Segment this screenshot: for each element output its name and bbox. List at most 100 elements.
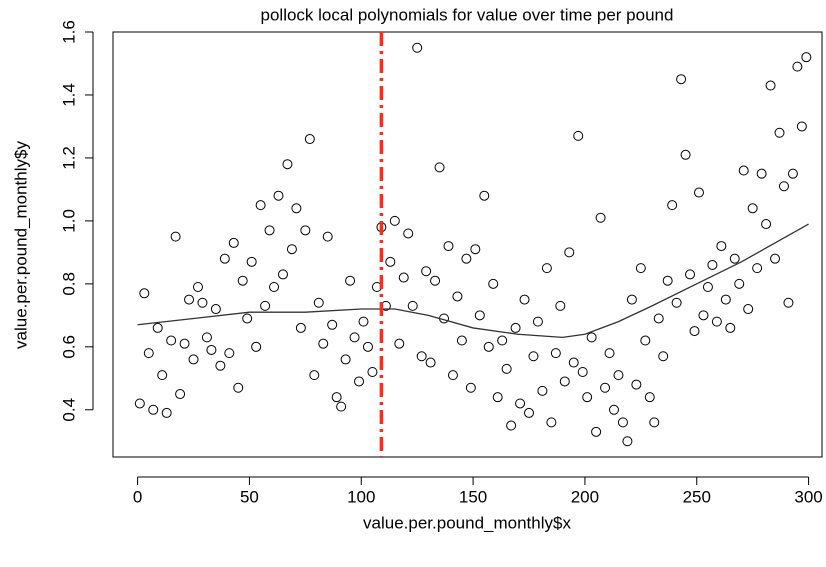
data-point bbox=[747, 203, 758, 214]
data-point bbox=[166, 335, 177, 346]
data-point bbox=[264, 225, 275, 236]
data-point bbox=[394, 338, 405, 349]
y-tick-label: 0.6 bbox=[59, 335, 78, 359]
data-point bbox=[550, 348, 561, 359]
data-point bbox=[260, 300, 271, 311]
data-point bbox=[778, 181, 789, 192]
data-point bbox=[626, 294, 637, 305]
data-point bbox=[269, 282, 280, 292]
data-point bbox=[559, 376, 570, 387]
data-point bbox=[179, 338, 190, 349]
y-tick-label: 0.4 bbox=[59, 398, 78, 422]
data-point bbox=[774, 127, 785, 138]
data-point bbox=[443, 241, 454, 252]
data-point bbox=[233, 382, 244, 393]
data-point bbox=[680, 149, 691, 160]
data-point bbox=[541, 263, 552, 274]
data-point bbox=[702, 282, 713, 292]
data-point bbox=[161, 407, 172, 418]
data-point bbox=[434, 162, 445, 173]
data-point bbox=[430, 275, 441, 286]
data-point bbox=[693, 187, 704, 198]
data-point bbox=[644, 392, 655, 403]
data-point bbox=[201, 332, 212, 343]
data-point bbox=[362, 341, 373, 352]
y-tick-label: 1.0 bbox=[59, 209, 78, 233]
x-tick-label: 50 bbox=[240, 487, 259, 506]
data-point bbox=[600, 382, 611, 393]
data-point bbox=[617, 417, 628, 428]
y-tick-label: 1.2 bbox=[59, 146, 78, 170]
data-point bbox=[519, 294, 530, 305]
data-point bbox=[354, 376, 365, 387]
data-point bbox=[734, 278, 745, 289]
x-tick-label: 200 bbox=[571, 487, 599, 506]
data-point bbox=[143, 348, 154, 359]
data-point bbox=[184, 294, 195, 305]
data-point bbox=[532, 316, 543, 327]
data-point bbox=[698, 310, 709, 321]
data-point bbox=[425, 357, 436, 368]
data-point bbox=[282, 159, 293, 170]
data-point bbox=[515, 398, 526, 409]
data-point bbox=[761, 219, 772, 230]
data-point bbox=[340, 354, 351, 365]
data-point bbox=[497, 335, 508, 346]
data-point bbox=[707, 259, 718, 270]
data-point bbox=[635, 263, 646, 274]
x-tick-label: 300 bbox=[794, 487, 822, 506]
data-point bbox=[291, 203, 302, 214]
x-tick-label: 250 bbox=[683, 487, 711, 506]
data-point bbox=[148, 404, 159, 415]
data-point bbox=[528, 351, 539, 362]
data-point bbox=[300, 225, 311, 236]
data-point bbox=[286, 244, 297, 255]
data-point bbox=[242, 313, 253, 324]
data-point bbox=[483, 341, 494, 352]
data-point bbox=[403, 228, 414, 239]
data-point bbox=[796, 121, 807, 132]
x-axis-label: value.per.pound_monthly$x bbox=[363, 513, 571, 532]
smooth-line bbox=[137, 223, 809, 339]
data-point bbox=[653, 313, 664, 324]
data-point bbox=[470, 244, 481, 255]
plot-box bbox=[112, 31, 823, 458]
data-point bbox=[224, 348, 235, 359]
data-point bbox=[327, 319, 338, 330]
data-point bbox=[667, 200, 678, 211]
data-point bbox=[792, 61, 803, 72]
data-point bbox=[725, 322, 736, 333]
y-tick-label: 0.8 bbox=[59, 272, 78, 296]
data-point bbox=[501, 363, 512, 374]
data-point bbox=[447, 370, 458, 381]
data-point bbox=[152, 322, 163, 333]
data-point bbox=[658, 351, 669, 362]
data-point bbox=[604, 348, 615, 359]
x-tick-label: 0 bbox=[133, 487, 142, 506]
data-point bbox=[787, 168, 798, 179]
data-point bbox=[367, 367, 378, 377]
data-point bbox=[461, 253, 472, 264]
data-point bbox=[474, 310, 485, 321]
data-point bbox=[465, 382, 476, 393]
data-point bbox=[416, 351, 427, 362]
data-point bbox=[573, 130, 584, 141]
data-point bbox=[219, 253, 230, 264]
data-point bbox=[188, 354, 199, 365]
data-point bbox=[170, 231, 181, 242]
x-tick-label: 100 bbox=[347, 487, 375, 506]
data-point bbox=[568, 357, 579, 368]
data-point bbox=[349, 332, 360, 343]
data-point bbox=[210, 304, 221, 315]
data-point bbox=[631, 379, 642, 390]
data-point bbox=[358, 316, 369, 327]
data-point bbox=[564, 247, 575, 258]
data-point bbox=[671, 297, 682, 308]
data-point bbox=[389, 215, 400, 226]
data-point bbox=[345, 275, 356, 286]
data-point bbox=[398, 272, 409, 283]
data-point bbox=[246, 256, 257, 267]
data-point bbox=[322, 231, 333, 242]
data-point bbox=[613, 370, 624, 381]
data-point bbox=[586, 332, 597, 343]
